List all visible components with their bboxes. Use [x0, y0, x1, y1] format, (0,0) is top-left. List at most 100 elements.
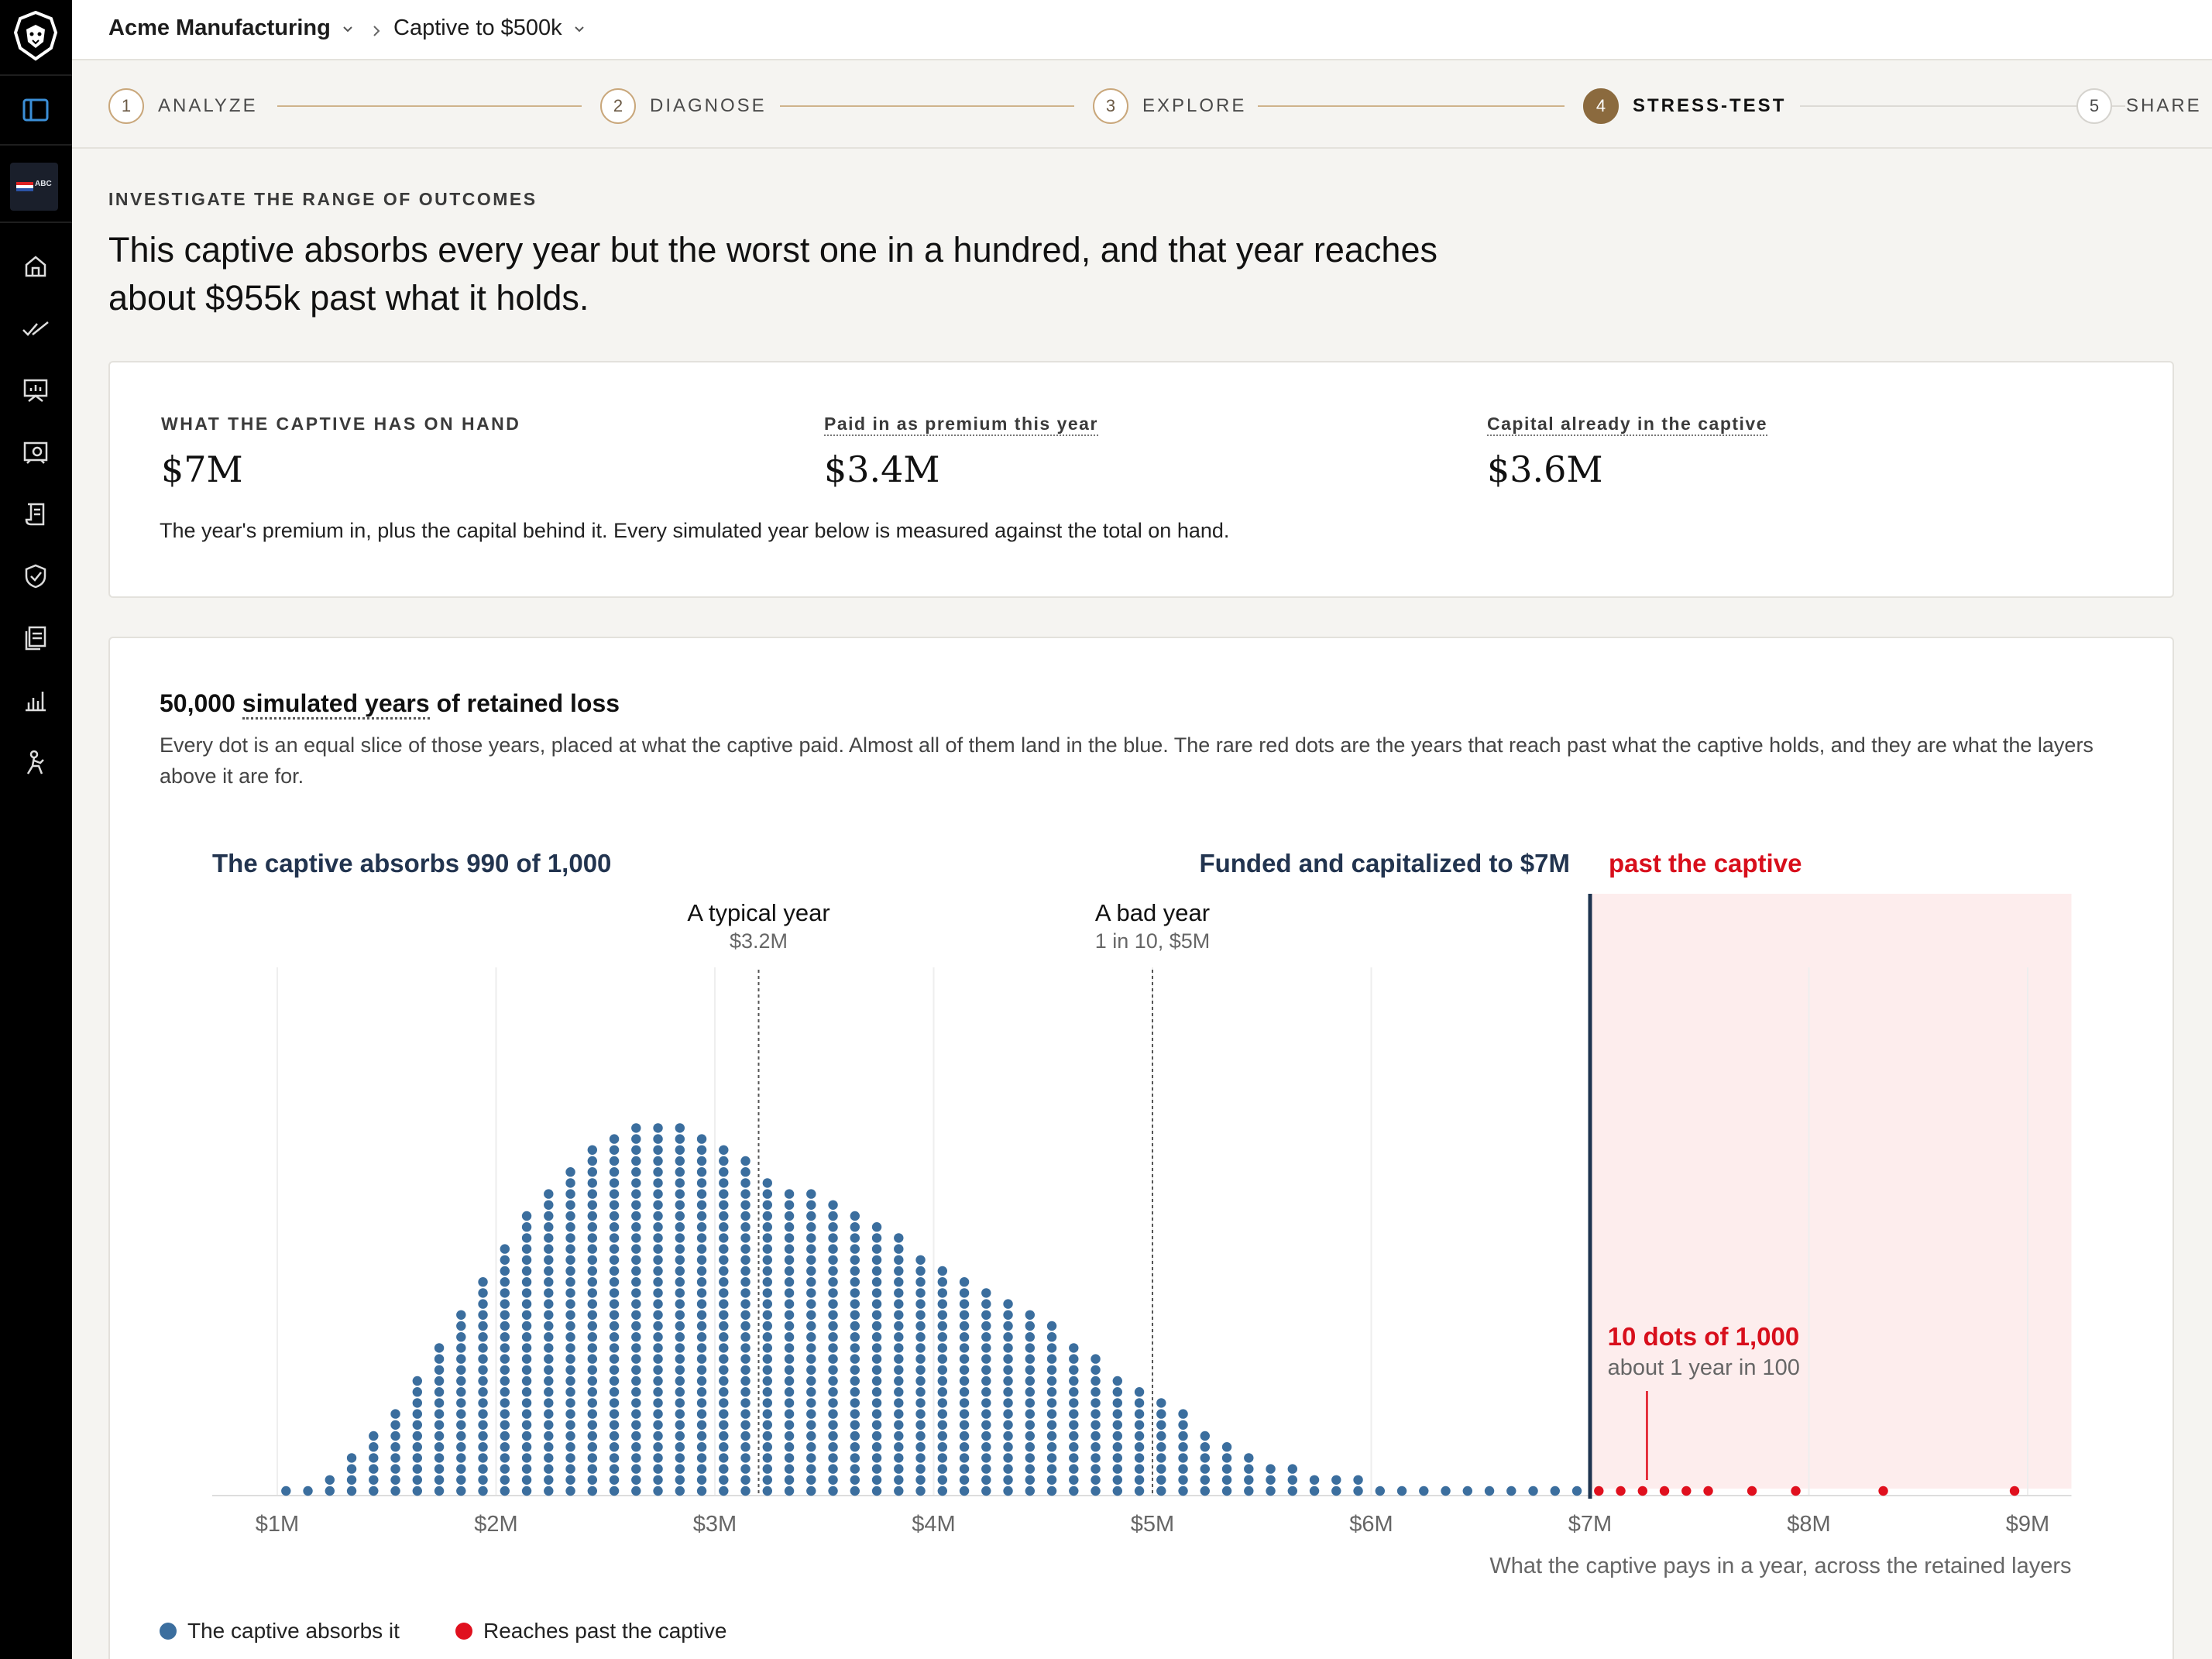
absorbed-dot	[696, 1464, 707, 1474]
absorbed-dot	[587, 1365, 597, 1375]
absorbed-dot	[1046, 1387, 1057, 1397]
absorbed-dot	[937, 1398, 948, 1408]
metric-premium[interactable]: Paid in as premium this year $3.4M	[824, 414, 1098, 490]
absorbed-dot	[565, 1200, 575, 1210]
simulated-years-link[interactable]: simulated years	[242, 689, 430, 720]
absorbed-dot	[959, 1387, 970, 1397]
documents-icon[interactable]	[17, 620, 54, 657]
person-icon[interactable]	[17, 744, 54, 781]
lion-logo-icon[interactable]	[12, 11, 59, 62]
absorbed-dot	[894, 1277, 904, 1287]
absorbed-dot	[915, 1453, 926, 1463]
absorbed-dot	[762, 1288, 772, 1298]
absorbed-dot	[828, 1453, 838, 1463]
metric-label[interactable]: Capital already in the captive	[1487, 414, 1768, 436]
absorbed-dot	[850, 1453, 860, 1463]
absorbed-dot	[719, 1244, 729, 1254]
absorbed-dot	[850, 1409, 860, 1419]
absorbed-dot	[740, 1453, 750, 1463]
step-stress-test[interactable]: 4 STRESS-TEST	[1583, 88, 1786, 124]
absorbed-dot	[696, 1156, 707, 1166]
absorbed-dot	[1091, 1486, 1101, 1496]
step-analyze[interactable]: 1 ANALYZE	[108, 88, 258, 124]
absorbed-dot	[675, 1255, 685, 1265]
absorbed-dot	[719, 1486, 729, 1496]
absorbed-dot	[959, 1442, 970, 1452]
company-chip[interactable]: ABC	[10, 163, 58, 211]
absorbed-dot	[456, 1398, 466, 1408]
step-explore[interactable]: 3 EXPLORE	[1093, 88, 1246, 124]
home-icon[interactable]	[17, 248, 54, 285]
check-trend-icon[interactable]	[17, 310, 54, 347]
absorbed-dot	[653, 1475, 663, 1486]
absorbed-dot	[653, 1200, 663, 1210]
absorbed-dot	[894, 1233, 904, 1243]
presentation-icon[interactable]	[17, 372, 54, 409]
absorbed-dot	[675, 1354, 685, 1364]
absorbed-dot	[850, 1442, 860, 1452]
absorbed-dot	[871, 1288, 882, 1298]
funding-summary-card: WHAT THE CAPTIVE HAS ON HAND $7M Paid in…	[108, 361, 2174, 598]
absorbed-dot	[696, 1354, 707, 1364]
absorbed-dot	[806, 1222, 816, 1232]
company-selector[interactable]: Acme Manufacturing	[108, 15, 356, 41]
absorbed-dot	[587, 1486, 597, 1496]
bar-chart-icon[interactable]	[17, 682, 54, 719]
absorbed-dot	[631, 1200, 641, 1210]
absorbed-dot	[784, 1211, 795, 1221]
absorbed-dot	[806, 1189, 816, 1199]
absorbed-dot	[806, 1453, 816, 1463]
absorbed-dot	[325, 1486, 335, 1496]
absorbed-dot	[696, 1189, 707, 1199]
absorbed-dot	[828, 1299, 838, 1309]
vault-icon[interactable]	[17, 434, 54, 471]
absorbed-dot	[719, 1398, 729, 1408]
absorbed-dot	[1025, 1442, 1036, 1452]
absorbed-dot	[915, 1464, 926, 1474]
absorbed-dot	[762, 1211, 772, 1221]
absorbed-dot	[719, 1145, 729, 1155]
absorbed-dot	[587, 1189, 597, 1199]
absorbed-dot	[1003, 1475, 1013, 1486]
absorbed-dot	[1046, 1420, 1057, 1430]
metric-label: WHAT THE CAPTIVE HAS ON HAND	[161, 414, 521, 434]
step-diagnose[interactable]: 2 DIAGNOSE	[600, 88, 767, 124]
absorbed-dot	[719, 1222, 729, 1232]
absorbed-dot	[1003, 1310, 1013, 1320]
absorbed-dot	[1003, 1321, 1013, 1331]
panel-icon[interactable]	[17, 91, 54, 129]
absorbed-dot	[762, 1365, 772, 1375]
absorbed-dot	[871, 1475, 882, 1486]
scroll-icon[interactable]	[17, 496, 54, 533]
simulation-description: Every dot is an equal slice of those yea…	[160, 733, 2094, 788]
absorbed-dot	[1353, 1475, 1363, 1486]
metric-capital[interactable]: Capital already in the captive $3.6M	[1487, 414, 1768, 490]
absorbed-dot	[346, 1475, 357, 1486]
sidebar-divider	[0, 222, 72, 223]
absorbed-dot	[1046, 1453, 1057, 1463]
scenario-selector[interactable]: Captive to $500k	[393, 15, 587, 41]
step-connector	[780, 105, 1074, 107]
absorbed-dot	[565, 1431, 575, 1441]
absorbed-dot	[653, 1354, 663, 1364]
absorbed-dot	[1287, 1464, 1298, 1474]
absorbed-dot	[1025, 1475, 1036, 1486]
absorbed-dot	[521, 1354, 532, 1364]
absorbed-dot	[740, 1266, 750, 1276]
step-share[interactable]: 5 SHARE	[2076, 88, 2202, 124]
absorbed-dot	[1178, 1464, 1188, 1474]
metric-label[interactable]: Paid in as premium this year	[824, 414, 1098, 436]
absorbed-dot	[1003, 1442, 1013, 1452]
absorbed-dot	[675, 1464, 685, 1474]
absorbed-dot	[521, 1277, 532, 1287]
absorbed-dot	[871, 1277, 882, 1287]
absorbed-dot	[478, 1475, 488, 1486]
absorbed-dot	[719, 1277, 729, 1287]
absorbed-dot	[959, 1365, 970, 1375]
shield-icon[interactable]	[17, 558, 54, 595]
x-tick-label: $5M	[1131, 1512, 1174, 1537]
absorbed-dot	[806, 1475, 816, 1486]
absorbed-dot	[565, 1211, 575, 1221]
absorbed-dot	[653, 1189, 663, 1199]
absorbed-dot	[544, 1442, 554, 1452]
